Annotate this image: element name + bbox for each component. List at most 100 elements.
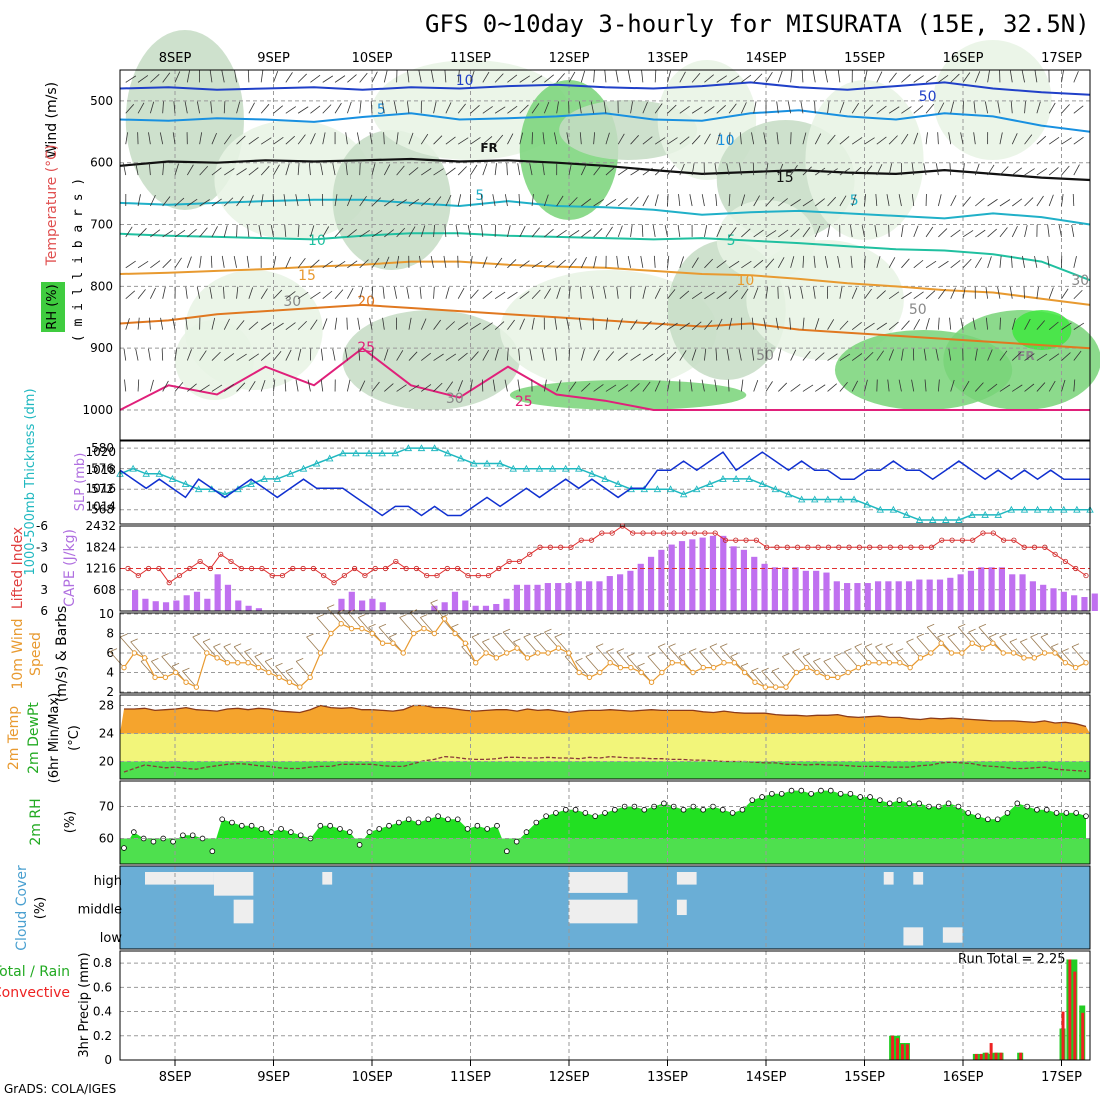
surface-wind-barb [833,656,849,673]
wind-marker [752,679,758,685]
wind-barb [554,317,558,330]
surface-wind-barb [1030,633,1038,638]
wind-barb [972,317,976,330]
wind-barb [864,104,874,114]
rh-shade [214,120,372,240]
wind-barb [273,350,282,361]
lifted-marker [321,572,327,579]
wind-barb [273,255,277,268]
rh-marker [1034,806,1040,813]
wind-barb [901,106,912,114]
wind-marker [1031,655,1037,661]
cape-bar [647,556,655,611]
wind-barb [704,348,707,361]
thickness-tick-label: 576 [91,462,114,476]
wind-barb [1009,70,1013,83]
pressure-tick-label: 1000 [82,403,113,417]
wind-barb [824,70,828,83]
wind-barb [911,379,915,392]
wind-barb [864,351,874,361]
surface-wind-barb [151,658,159,662]
wind-marker [535,650,541,656]
wind-barb [790,349,797,361]
wind-marker [886,660,893,666]
surface-wind-barb [1071,646,1087,664]
wind-barb [1073,256,1077,268]
surface-wind-barb [875,646,890,664]
wind-barb [359,380,366,392]
bottom-date-label: 12SEP [549,1070,590,1085]
wind-barb [777,257,785,269]
wind-barb [987,349,993,361]
wind-barb [297,258,306,269]
temperature-panel: 20 24 28 2m Temp 2m DewPt (6hr Min/Max) (°C) [6,693,1091,783]
wind-barb [753,101,757,114]
wind-barb [344,348,348,361]
wind-barb [322,226,330,238]
rh-marker [985,816,991,823]
wind-barb [507,105,518,114]
top-date-label: 9SEP [257,51,290,66]
surface-wind-barb [709,643,718,648]
contour-label: FR [1017,349,1034,363]
wind-barb [124,379,127,392]
wind-barb [507,291,518,300]
cape-bar [740,549,748,611]
rh-marker [602,810,608,816]
wind-marker [1052,650,1058,656]
wind-barb [739,163,742,176]
wind-barb [371,71,378,83]
lifted-tick-label: -3 [36,540,48,554]
wind-barb [642,136,653,145]
wind-barb [196,286,201,299]
wind-barb [295,194,299,207]
rh-marker [415,819,422,826]
wind-barb [556,259,567,269]
wind-barb [519,226,526,238]
wind-barb [642,167,653,176]
surface-wind-barb [554,636,570,654]
rh-marker [396,819,402,826]
surface-wind-barb [254,656,270,673]
wind-barb [369,132,373,145]
lifted-marker [1073,565,1079,572]
wind-marker [338,621,344,627]
wind-barb [593,256,597,268]
lifted-axis-label: Lifted Index [10,527,26,609]
wind-barb [445,194,452,207]
wind-barb [334,260,346,269]
wind-barb [679,256,685,268]
wind-barb [531,260,543,269]
wind-barb [137,75,149,83]
bottom-date-label: 14SEP [746,1070,787,1085]
wind-barb [987,383,998,392]
wind-barb [1010,255,1013,268]
wind-barb [962,230,974,238]
precip-tick-label: 0.4 [93,1005,112,1019]
wind-barb [334,75,346,83]
wind-barb [827,101,830,114]
wind-barb [765,163,769,176]
surface-wind-barb [844,651,859,668]
cape-bar [720,535,727,611]
wind-barb [1011,225,1018,238]
wind-barb [211,351,221,361]
surface-wind-barb [120,636,135,654]
wind-barb [839,353,851,361]
wind-marker [762,684,769,690]
wind-barb [383,132,385,145]
wind-barb [654,380,661,392]
wind-barb [150,73,160,83]
wind-barb [369,317,373,330]
wind-barb [664,225,668,237]
precip-convective-bar [1073,971,1077,1060]
wind-barb [519,291,530,300]
rh-marker [582,810,589,816]
wind-barb [593,228,603,238]
wind-barb [642,102,648,114]
wind-barb [159,132,164,145]
wind-barb [616,255,619,268]
rh-marker [533,819,540,826]
surface-wind-barb [782,656,797,673]
wind-barb [777,286,779,299]
